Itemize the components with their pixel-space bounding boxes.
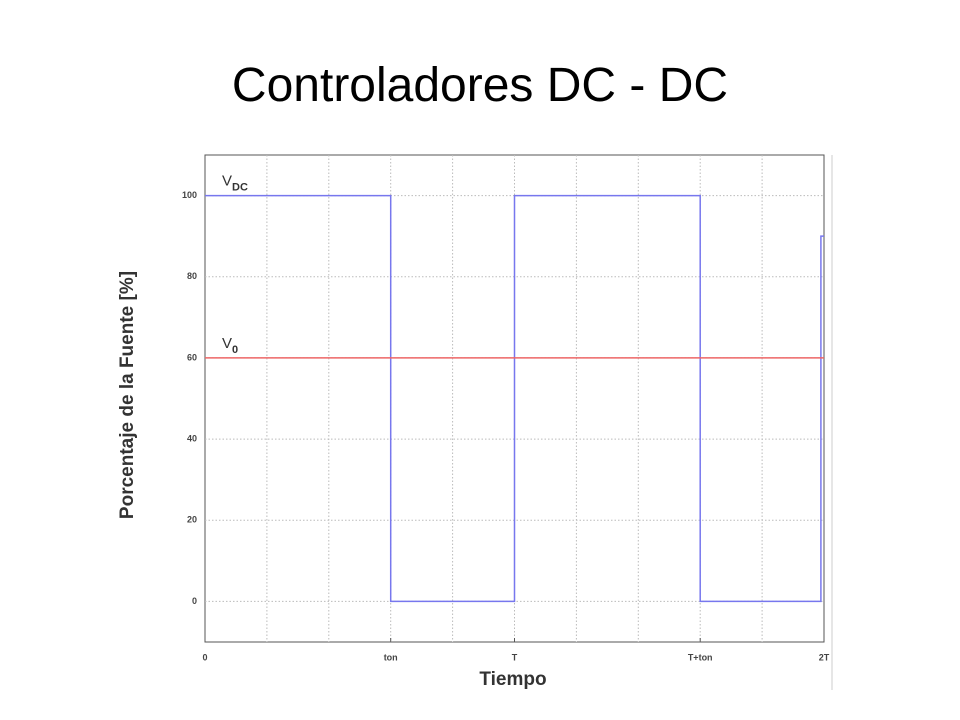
slide-title: Controladores DC - DC — [231, 59, 729, 112]
annotation-subscript: DC — [232, 181, 248, 193]
annotation: VDC — [222, 173, 248, 194]
x-tick-label: 2T — [819, 652, 830, 662]
x-tick-label: ton — [384, 652, 398, 662]
annotation: V0 — [222, 335, 238, 356]
y-tick-label: 20 — [187, 515, 197, 525]
y-tick-label: 100 — [182, 190, 197, 200]
annotation-text: V — [222, 173, 232, 190]
x-tick-label: T — [512, 652, 518, 662]
y-tick-label: 80 — [187, 271, 197, 281]
x-axis-label: Tiempo — [479, 669, 546, 690]
y-tick-label: 0 — [192, 596, 197, 606]
series-line — [205, 194, 824, 603]
annotation-subscript: 0 — [232, 344, 238, 356]
annotation-text: V — [222, 335, 232, 352]
x-tick-label: 0 — [202, 652, 207, 662]
x-tick-label: T+ton — [688, 652, 713, 662]
y-tick-label: 60 — [187, 352, 197, 362]
y-axis-label: Porcentaje de la Fuente [%] — [117, 271, 138, 519]
y-tick-label: 40 — [187, 433, 197, 443]
